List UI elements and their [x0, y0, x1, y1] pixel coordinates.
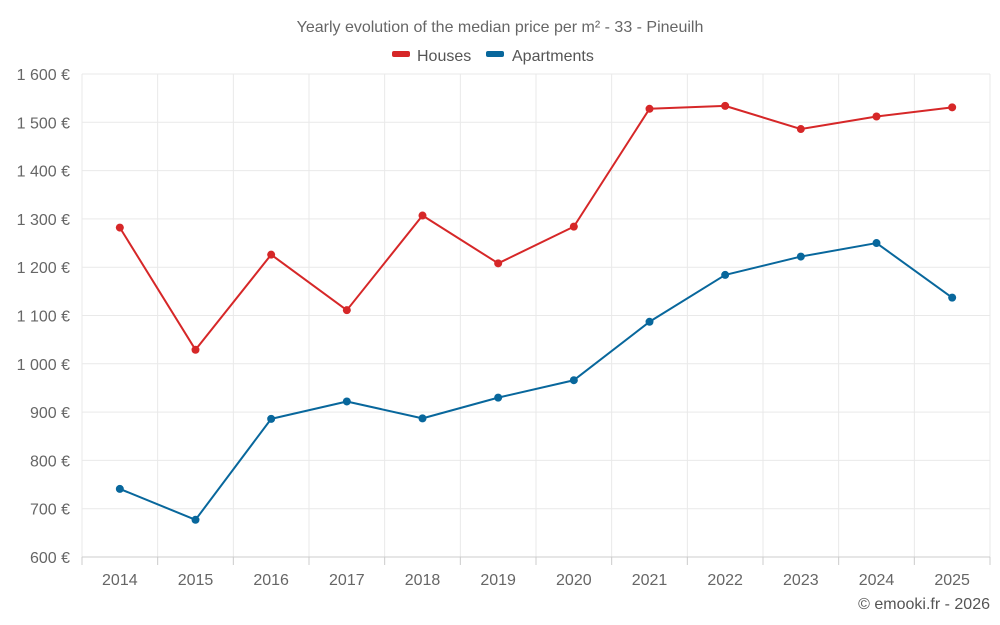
data-point-houses-2024[interactable] — [872, 112, 881, 121]
y-tick-label: 1 500 € — [17, 115, 70, 132]
credit-text: © emooki.fr - 2026 — [858, 596, 990, 613]
data-point-apartments-2016[interactable] — [267, 414, 276, 423]
data-point-houses-2017[interactable] — [342, 306, 351, 315]
x-tick-label: 2019 — [480, 572, 516, 589]
y-tick-label: 800 € — [30, 453, 70, 470]
x-tick-label: 2022 — [707, 572, 743, 589]
data-point-houses-2016[interactable] — [267, 250, 276, 259]
legend: Houses Apartments — [392, 48, 594, 65]
x-tick-label: 2014 — [102, 572, 138, 589]
series-line-apartments — [119, 242, 953, 521]
legend-label-houses: Houses — [417, 48, 471, 65]
data-point-apartments-2014[interactable] — [115, 484, 124, 493]
y-tick-label: 900 € — [30, 405, 70, 422]
data-point-apartments-2015[interactable] — [191, 515, 200, 524]
legend-item-houses[interactable]: Houses — [392, 48, 471, 65]
x-tick-label: 2024 — [859, 572, 895, 589]
x-tick-label: 2016 — [253, 572, 289, 589]
y-tick-label: 1 200 € — [17, 260, 70, 277]
data-point-apartments-2023[interactable] — [796, 252, 805, 261]
x-tick-label: 2017 — [329, 572, 365, 589]
y-tick-label: 1 300 € — [17, 212, 70, 229]
data-point-apartments-2019[interactable] — [494, 393, 503, 402]
data-point-apartments-2017[interactable] — [342, 397, 351, 406]
data-point-houses-2015[interactable] — [191, 345, 200, 354]
y-tick-label: 600 € — [30, 550, 70, 567]
x-tick-label: 2018 — [405, 572, 441, 589]
legend-swatch-apartments — [486, 51, 504, 57]
data-point-houses-2019[interactable] — [494, 259, 503, 268]
legend-swatch-houses — [392, 51, 410, 57]
data-point-houses-2025[interactable] — [948, 103, 957, 112]
x-tick-label: 2015 — [178, 572, 214, 589]
data-point-houses-2018[interactable] — [418, 211, 427, 220]
data-point-apartments-2021[interactable] — [645, 317, 654, 326]
data-point-apartments-2020[interactable] — [569, 376, 578, 385]
y-tick-label: 1 600 € — [17, 67, 70, 84]
series-group — [115, 101, 957, 524]
axes: 600 € 700 € 800 € 900 € 1 000 € 1 100 € 1 200 … — [17, 67, 991, 589]
data-point-apartments-2018[interactable] — [418, 414, 427, 423]
data-point-houses-2021[interactable] — [645, 104, 654, 113]
y-tick-label: 1 000 € — [17, 357, 70, 374]
x-tick-label: 2025 — [934, 572, 970, 589]
data-point-apartments-2022[interactable] — [721, 270, 730, 279]
grid — [81, 73, 991, 557]
data-point-apartments-2024[interactable] — [872, 239, 881, 248]
data-point-houses-2022[interactable] — [721, 101, 730, 110]
y-tick-label: 1 100 € — [17, 309, 70, 326]
data-point-houses-2014[interactable] — [115, 223, 124, 232]
data-point-houses-2023[interactable] — [796, 125, 805, 134]
legend-label-apartments: Apartments — [512, 48, 594, 65]
data-point-houses-2020[interactable] — [569, 222, 578, 231]
legend-item-apartments[interactable]: Apartments — [486, 48, 594, 65]
data-point-apartments-2025[interactable] — [948, 293, 957, 302]
chart-title: Yearly evolution of the median price per… — [297, 19, 704, 36]
series-line-houses — [118, 104, 953, 351]
x-tick-label: 2020 — [556, 572, 592, 589]
x-tick-label: 2023 — [783, 572, 819, 589]
y-tick-label: 700 € — [30, 502, 70, 519]
y-tick-label: 1 400 € — [17, 164, 70, 181]
x-tick-label: 2021 — [632, 572, 668, 589]
